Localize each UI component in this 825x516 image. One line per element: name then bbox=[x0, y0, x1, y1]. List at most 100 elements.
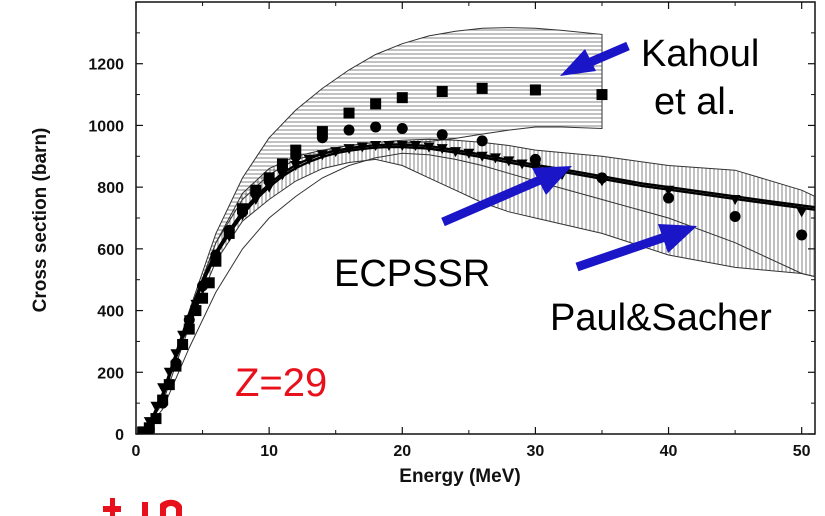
y-tick-label: 400 bbox=[97, 304, 124, 321]
point-triangle bbox=[303, 154, 315, 165]
arrow-to-paul-sacher-curve bbox=[575, 224, 697, 272]
point-square bbox=[190, 305, 202, 317]
point-square bbox=[197, 292, 209, 304]
y-tick-label: 800 bbox=[97, 180, 124, 197]
point-triangle bbox=[223, 232, 235, 243]
point-triangle bbox=[450, 147, 462, 158]
y-tick-label: 200 bbox=[97, 365, 124, 382]
point-circle bbox=[290, 150, 302, 162]
point-triangle bbox=[729, 194, 741, 205]
point-circle bbox=[663, 192, 675, 204]
point-square bbox=[150, 413, 162, 425]
point-circle bbox=[729, 210, 741, 222]
label-kahoul-line1: Kahoul bbox=[641, 33, 759, 75]
point-triangle bbox=[423, 142, 435, 153]
point-triangle bbox=[529, 162, 541, 173]
point-triangle bbox=[237, 210, 249, 221]
line-ecpssr bbox=[141, 143, 815, 434]
point-triangle bbox=[356, 142, 368, 153]
point-circle bbox=[529, 153, 541, 165]
label-kahoul-line2: et al. bbox=[654, 81, 736, 123]
point-triangle bbox=[150, 401, 162, 412]
point-circle bbox=[396, 123, 408, 135]
y-tick-label: 1000 bbox=[88, 118, 124, 135]
point-square bbox=[203, 277, 215, 289]
x-tick-label: 0 bbox=[132, 443, 141, 460]
point-square bbox=[183, 323, 195, 335]
point-triangle bbox=[596, 176, 608, 187]
point-circle bbox=[370, 121, 382, 133]
point-triangle bbox=[157, 383, 169, 394]
point-square bbox=[396, 92, 408, 104]
cut-off-red-text-fragment bbox=[103, 498, 182, 516]
point-circle bbox=[436, 129, 448, 141]
series-lines bbox=[141, 143, 815, 434]
point-square bbox=[343, 107, 355, 119]
band-envelope-lower bbox=[142, 152, 815, 434]
label-element-z: Z=29 bbox=[235, 361, 327, 405]
point-circle bbox=[170, 357, 182, 369]
point-square bbox=[436, 85, 448, 97]
x-axis-label: Energy (MeV) bbox=[399, 466, 520, 487]
point-triangle bbox=[476, 151, 488, 162]
point-triangle bbox=[290, 161, 302, 172]
x-tick-label: 40 bbox=[660, 443, 678, 460]
point-circle bbox=[476, 135, 488, 147]
point-square bbox=[316, 126, 328, 138]
point-triangle bbox=[250, 194, 262, 205]
label-ecpssr: ECPSSR bbox=[334, 253, 490, 295]
point-triangle bbox=[463, 148, 475, 159]
y-tick-label: 1200 bbox=[88, 57, 124, 74]
point-triangle bbox=[396, 140, 408, 151]
point-triangle bbox=[276, 170, 288, 181]
x-tick-label: 20 bbox=[393, 443, 411, 460]
point-triangle bbox=[183, 315, 195, 326]
point-triangle bbox=[143, 417, 155, 428]
point-circle bbox=[796, 229, 808, 241]
x-tick-label: 30 bbox=[527, 443, 545, 460]
point-square bbox=[476, 82, 488, 94]
point-triangle bbox=[503, 156, 515, 167]
point-triangle bbox=[370, 140, 382, 151]
point-triangle bbox=[163, 367, 175, 378]
point-triangle bbox=[663, 185, 675, 196]
point-square bbox=[177, 339, 189, 351]
point-triangle bbox=[316, 150, 328, 161]
point-triangle bbox=[383, 140, 395, 151]
label-paul-sacher: Paul&Sacher bbox=[550, 297, 772, 339]
point-triangle bbox=[516, 159, 528, 170]
point-triangle bbox=[210, 256, 222, 267]
point-triangle bbox=[170, 349, 182, 360]
point-square bbox=[596, 89, 608, 101]
point-triangle bbox=[263, 182, 275, 193]
point-circle bbox=[143, 423, 155, 434]
point-square bbox=[163, 379, 175, 391]
axis-ticks: 0 10 20 30 40 50 0 200 400 600 800 1000 1200 bbox=[88, 2, 815, 460]
y-tick-label: 600 bbox=[97, 242, 124, 259]
x-tick-label: 50 bbox=[793, 443, 811, 460]
annotation-arrows bbox=[441, 41, 697, 272]
point-triangle bbox=[197, 284, 209, 295]
point-triangle bbox=[489, 153, 501, 164]
y-tick-label: 0 bbox=[115, 427, 124, 444]
series-markers bbox=[137, 82, 808, 434]
point-triangle bbox=[190, 299, 202, 310]
point-circle bbox=[343, 124, 355, 136]
point-triangle bbox=[436, 144, 448, 155]
point-triangle bbox=[330, 147, 342, 158]
y-axis-label: Cross section (barn) bbox=[30, 128, 51, 313]
point-triangle bbox=[410, 140, 422, 151]
point-square bbox=[370, 98, 382, 110]
point-triangle bbox=[796, 207, 808, 218]
point-triangle bbox=[343, 144, 355, 155]
point-circle bbox=[157, 397, 169, 409]
arrow-to-ecpssr-curve bbox=[441, 166, 572, 227]
point-circle bbox=[263, 172, 275, 184]
line-paul-sacher bbox=[141, 145, 815, 434]
arrow-to-kahoul-band bbox=[560, 41, 630, 76]
point-triangle bbox=[137, 426, 149, 434]
point-circle bbox=[316, 132, 328, 144]
point-square bbox=[529, 84, 541, 96]
point-square bbox=[290, 144, 302, 156]
